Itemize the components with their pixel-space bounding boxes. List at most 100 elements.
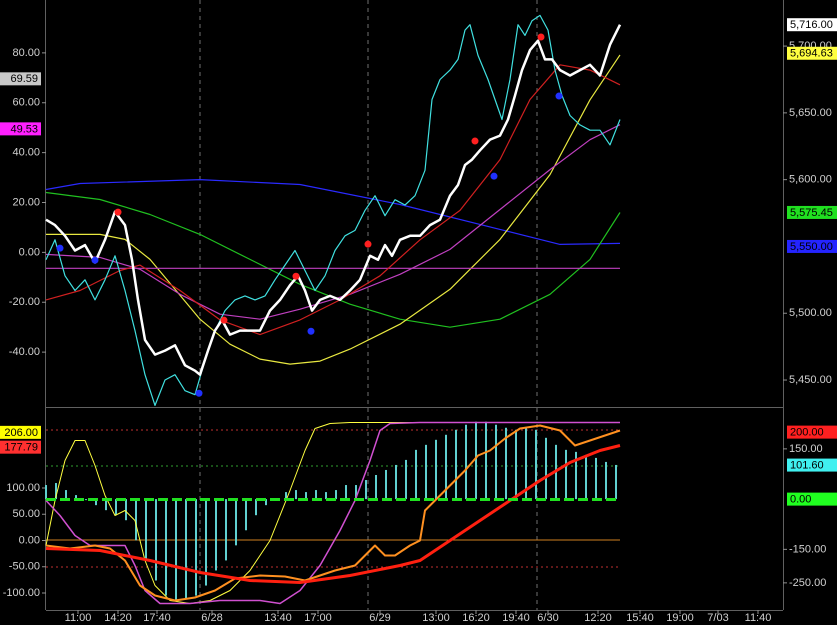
x-tick-label: 17:40 bbox=[143, 612, 171, 624]
histogram-bar bbox=[565, 449, 567, 500]
x-tick-label: 7/03 bbox=[707, 612, 728, 624]
histogram-bar bbox=[395, 464, 397, 500]
y-tick-label: 100.00 bbox=[6, 482, 40, 494]
histogram-bar bbox=[295, 490, 297, 500]
histogram-bar bbox=[195, 499, 197, 596]
value-tag bbox=[787, 46, 837, 60]
y2-tick-label: -150.00 bbox=[789, 543, 826, 555]
y-tick-label: 0.00 bbox=[19, 534, 40, 546]
histogram-bar bbox=[65, 490, 67, 500]
plot-layer: 80.0060.0040.0020.000.00-20.00-40.005,70… bbox=[3, 14, 832, 624]
signal-dot bbox=[364, 240, 372, 248]
histogram-bar bbox=[535, 429, 537, 500]
signal-dot bbox=[195, 389, 203, 397]
signal-dot bbox=[91, 256, 99, 264]
x-tick-label: 19:40 bbox=[502, 612, 530, 624]
value-tag bbox=[0, 425, 41, 439]
histogram-bar bbox=[575, 451, 577, 500]
tag-layer: 69.59 49.53 5,716.00 5,694.63 5,575.45 5,550.… bbox=[0, 18, 837, 506]
y2-tick-label: 5,650.00 bbox=[789, 107, 832, 119]
histogram-bar bbox=[415, 449, 417, 500]
histogram-bar bbox=[315, 490, 317, 500]
histogram-bar bbox=[485, 421, 487, 500]
series-line bbox=[45, 14, 621, 406]
value-tag bbox=[0, 440, 41, 454]
series-line bbox=[45, 24, 622, 376]
histogram-bar bbox=[375, 474, 377, 500]
histogram-bar bbox=[585, 454, 587, 500]
x-tick-label: 15:40 bbox=[626, 612, 654, 624]
value-tag-label: 69.59 bbox=[10, 73, 38, 85]
value-tag bbox=[0, 122, 41, 136]
histogram-bar bbox=[165, 499, 167, 596]
histogram-bar bbox=[245, 499, 247, 531]
histogram-bar bbox=[545, 437, 547, 500]
y-tick-label: -20.00 bbox=[9, 296, 40, 308]
value-tag-label: 5,716.00 bbox=[790, 19, 833, 31]
y-tick-label: 0.00 bbox=[19, 246, 40, 258]
y-tick-label: 80.00 bbox=[12, 47, 40, 59]
signal-dot bbox=[471, 137, 479, 145]
histogram-bar bbox=[135, 499, 137, 541]
series-line bbox=[45, 179, 621, 245]
signal-dot bbox=[292, 272, 300, 280]
y-tick-label: 60.00 bbox=[12, 97, 40, 109]
y-tick-label: -100.00 bbox=[3, 587, 40, 599]
y2-tick-label: 5,600.00 bbox=[789, 174, 832, 186]
x-tick-label: 11:40 bbox=[745, 612, 772, 624]
histogram-bar bbox=[285, 492, 287, 500]
histogram-bar bbox=[95, 499, 97, 506]
series-line bbox=[45, 191, 621, 328]
value-tag-label: 49.53 bbox=[10, 123, 38, 135]
series-line bbox=[45, 424, 621, 602]
histogram-bar bbox=[255, 499, 257, 516]
value-tag bbox=[787, 239, 837, 253]
x-tick-label: 12:20 bbox=[584, 612, 612, 624]
histogram-bar bbox=[265, 499, 267, 506]
histogram-bar bbox=[455, 429, 457, 500]
signal-dot bbox=[537, 33, 545, 41]
histogram-bar bbox=[385, 469, 387, 500]
y2-tick-label: 150.00 bbox=[789, 443, 823, 455]
signal-dot bbox=[307, 327, 315, 335]
histogram-bar bbox=[305, 492, 307, 500]
value-tag bbox=[787, 425, 837, 439]
histogram-bar bbox=[405, 459, 407, 500]
histogram-bar bbox=[225, 499, 227, 561]
histogram-bar bbox=[505, 427, 507, 500]
histogram-bar bbox=[465, 424, 467, 500]
signal-dot bbox=[490, 172, 498, 180]
x-tick-label: 6/28 bbox=[201, 612, 222, 624]
x-tick-label: 16:20 bbox=[462, 612, 490, 624]
value-tag bbox=[787, 205, 837, 219]
signal-dot bbox=[220, 316, 228, 324]
x-tick-label: 6/29 bbox=[369, 612, 390, 624]
x-tick-label: 14:20 bbox=[104, 612, 132, 624]
histogram-bar bbox=[595, 457, 597, 500]
value-tag-label: 101.60 bbox=[790, 459, 824, 471]
histogram-bar bbox=[435, 439, 437, 500]
y2-tick-label: -250.00 bbox=[789, 577, 826, 589]
series-line bbox=[46, 54, 621, 365]
value-tag bbox=[0, 72, 41, 86]
value-tag-label: 5,550.00 bbox=[790, 241, 833, 253]
signal-dot bbox=[56, 244, 64, 252]
histogram-bar bbox=[155, 499, 157, 581]
histogram-bar bbox=[495, 424, 497, 500]
histogram-bar bbox=[185, 499, 187, 599]
histogram-bar bbox=[235, 499, 237, 546]
histogram-bar bbox=[85, 499, 87, 501]
y2-tick-label: 5,450.00 bbox=[789, 374, 832, 386]
histogram-bar bbox=[75, 495, 77, 500]
signal-dot bbox=[555, 92, 563, 100]
series-line bbox=[45, 444, 621, 584]
histogram-bar bbox=[345, 485, 347, 500]
value-tag bbox=[787, 458, 837, 472]
signal-dot bbox=[114, 208, 122, 216]
histogram-bar bbox=[475, 421, 477, 500]
series-line bbox=[45, 124, 621, 320]
x-tick-label: 19:00 bbox=[666, 612, 694, 624]
value-tag-label: 206.00 bbox=[4, 427, 38, 439]
